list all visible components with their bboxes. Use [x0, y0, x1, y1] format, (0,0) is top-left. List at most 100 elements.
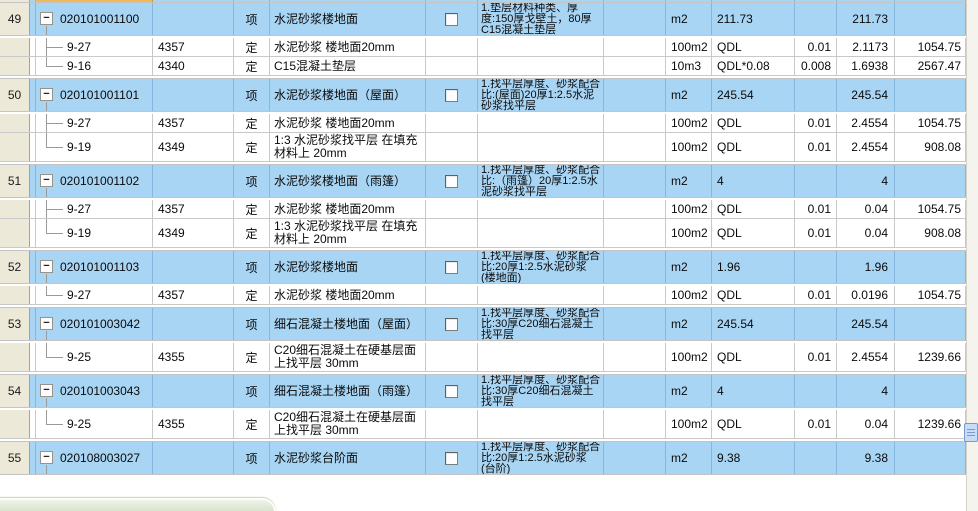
- checkbox-cell[interactable]: [426, 165, 478, 197]
- checkbox[interactable]: [445, 260, 458, 274]
- name-cell[interactable]: 水泥砂浆楼地面: [270, 251, 426, 283]
- quota-code-cell[interactable]: 4355: [153, 410, 234, 438]
- quantity-cell[interactable]: 9.38: [837, 442, 895, 474]
- subcode-cell[interactable]: 9-27: [36, 114, 153, 132]
- factor-cell[interactable]: 0.01: [795, 114, 837, 132]
- checkbox-cell[interactable]: [426, 200, 478, 218]
- item-code-cell[interactable]: −020101003042: [36, 308, 153, 340]
- expression-cell[interactable]: 245.54: [712, 308, 795, 340]
- empty-cell[interactable]: [604, 3, 666, 35]
- unit-cell[interactable]: 100m2: [666, 286, 712, 304]
- description-cell[interactable]: 1.找平层厚度、砂浆配合比:20厚1:2.5水泥砂浆 (台阶): [478, 442, 604, 474]
- expression-cell[interactable]: QDL: [712, 133, 795, 161]
- name-cell[interactable]: C20细石混凝土在硬基层面上找平层 30mm: [270, 410, 426, 438]
- quota-code-cell[interactable]: 4349: [153, 133, 234, 161]
- factor-cell[interactable]: 0.01: [795, 200, 837, 218]
- checkbox-cell[interactable]: [426, 79, 478, 111]
- price-cell[interactable]: [895, 308, 966, 340]
- expression-cell[interactable]: QDL: [712, 219, 795, 247]
- gutter-cell[interactable]: [30, 286, 36, 304]
- name-cell[interactable]: 细石混凝土楼地面（雨篷）: [270, 375, 426, 407]
- item-code-cell[interactable]: −020101001102: [36, 165, 153, 197]
- checkbox[interactable]: [445, 317, 458, 331]
- checkbox[interactable]: [445, 451, 458, 465]
- subcode-cell[interactable]: 9-25: [36, 410, 153, 438]
- name-cell[interactable]: 1:3 水泥砂浆找平层 在填充材料上 20mm: [270, 219, 426, 247]
- quota-code-cell[interactable]: 4340: [153, 57, 234, 75]
- description-cell[interactable]: 1.找平层厚度、砂浆配合比:(屋面)20厚1:2.5水泥砂浆找平层: [478, 79, 604, 111]
- name-cell[interactable]: 水泥砂浆楼地面: [270, 3, 426, 35]
- unit-cell[interactable]: m2: [666, 79, 712, 111]
- row-number-cell[interactable]: 50: [0, 79, 30, 111]
- empty-cell[interactable]: [604, 133, 666, 161]
- quota-code-cell[interactable]: [153, 79, 234, 111]
- type-cell[interactable]: 定: [234, 133, 270, 161]
- unit-cell[interactable]: 100m2: [666, 200, 712, 218]
- gutter-cell[interactable]: [30, 251, 36, 283]
- name-cell[interactable]: 水泥砂浆 楼地面20mm: [270, 286, 426, 304]
- item-code-cell[interactable]: −020101001103: [36, 251, 153, 283]
- empty-cell[interactable]: [604, 286, 666, 304]
- gutter-cell[interactable]: [30, 79, 36, 111]
- collapse-minus-icon[interactable]: −: [40, 260, 53, 273]
- subcode-cell[interactable]: 9-19: [36, 219, 153, 247]
- price-cell[interactable]: 1239.66: [895, 343, 966, 371]
- type-cell[interactable]: 定: [234, 114, 270, 132]
- checkbox-cell[interactable]: [426, 38, 478, 56]
- item-code-cell[interactable]: −020101001101: [36, 79, 153, 111]
- empty-cell[interactable]: [604, 442, 666, 474]
- row-number-cell[interactable]: [0, 286, 30, 304]
- empty-cell[interactable]: [604, 375, 666, 407]
- factor-cell[interactable]: 0.008: [795, 57, 837, 75]
- name-cell[interactable]: 水泥砂浆楼地面（雨篷）: [270, 165, 426, 197]
- item-code-cell[interactable]: −020101001100: [36, 3, 153, 35]
- quantity-cell[interactable]: 0.04: [837, 410, 895, 438]
- factor-cell[interactable]: [795, 442, 837, 474]
- factor-cell[interactable]: 0.01: [795, 133, 837, 161]
- checkbox-cell[interactable]: [426, 133, 478, 161]
- subcode-cell[interactable]: 9-19: [36, 133, 153, 161]
- row-number-cell[interactable]: [0, 133, 30, 161]
- item-row[interactable]: 55−020108003027 项水泥砂浆台阶面 1.找平层厚度、砂浆配合比:20厚…: [0, 441, 966, 475]
- price-cell[interactable]: [895, 3, 966, 35]
- gutter-cell[interactable]: [30, 410, 36, 438]
- unit-cell[interactable]: 100m2: [666, 38, 712, 56]
- row-number-cell[interactable]: [0, 410, 30, 438]
- quota-code-cell[interactable]: [153, 251, 234, 283]
- row-number-cell[interactable]: [0, 343, 30, 371]
- quota-sub-row[interactable]: 9-25 4355 定 C20细石混凝土在硬基层面上找平层 30mm 100m2 QDL 0…: [0, 343, 966, 372]
- price-cell[interactable]: 1239.66: [895, 410, 966, 438]
- description-cell[interactable]: 1.找平层厚度、砂浆配合比:（雨篷）20厚1:2.5水泥砂浆找平层: [478, 165, 604, 197]
- price-cell[interactable]: 1054.75: [895, 200, 966, 218]
- row-number-cell[interactable]: 55: [0, 442, 30, 474]
- item-row[interactable]: 49−020101001100 项水泥砂浆楼地面 1.垫层材料种类、厚度:150厚戈…: [0, 2, 966, 36]
- checkbox[interactable]: [445, 174, 458, 188]
- unit-cell[interactable]: 100m2: [666, 114, 712, 132]
- row-number-cell[interactable]: [0, 219, 30, 247]
- quantity-cell[interactable]: 0.04: [837, 219, 895, 247]
- type-cell[interactable]: 定: [234, 57, 270, 75]
- factor-cell[interactable]: [795, 165, 837, 197]
- price-cell[interactable]: 908.08: [895, 219, 966, 247]
- checkbox-cell[interactable]: [426, 251, 478, 283]
- quantity-cell[interactable]: 245.54: [837, 79, 895, 111]
- scrollbar-thumb[interactable]: [964, 423, 978, 442]
- expression-cell[interactable]: 211.73: [712, 3, 795, 35]
- type-cell[interactable]: 定: [234, 200, 270, 218]
- quantity-cell[interactable]: 2.4554: [837, 114, 895, 132]
- unit-cell[interactable]: 100m2: [666, 133, 712, 161]
- description-cell[interactable]: 1.找平层厚度、砂浆配合比:20厚1:2.5水泥砂浆 (楼地面): [478, 251, 604, 283]
- type-cell[interactable]: 定: [234, 219, 270, 247]
- expression-cell[interactable]: QDL: [712, 114, 795, 132]
- empty-cell[interactable]: [604, 165, 666, 197]
- gutter-cell[interactable]: [30, 308, 36, 340]
- type-cell[interactable]: 项: [234, 79, 270, 111]
- quantity-cell[interactable]: 0.0196: [837, 286, 895, 304]
- quota-sub-row[interactable]: 9-27 4357 定水泥砂浆 楼地面20mm 100m2 QDL 0.01 0.0196 1…: [0, 286, 966, 305]
- quantity-cell[interactable]: 2.4554: [837, 133, 895, 161]
- vertical-scrollbar[interactable]: [964, 0, 978, 511]
- name-cell[interactable]: 水泥砂浆楼地面（屋面）: [270, 79, 426, 111]
- price-cell[interactable]: [895, 375, 966, 407]
- quota-sub-row[interactable]: 9-27 4357 定水泥砂浆 楼地面20mm 100m2 QDL 0.01 0.04 105…: [0, 200, 966, 219]
- type-cell[interactable]: 定: [234, 410, 270, 438]
